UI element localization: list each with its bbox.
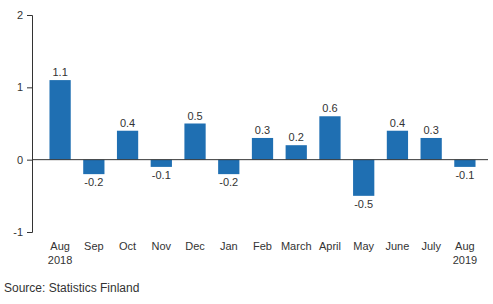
x-tick: April [319, 240, 341, 252]
x-tick-label: Aug2019 [453, 240, 477, 266]
x-tick-label: Nov [152, 240, 172, 252]
data-label: -0.1 [455, 169, 474, 181]
bar [49, 80, 70, 160]
x-tick: Aug2018 [48, 240, 72, 266]
y-tick-mark [27, 15, 32, 16]
x-tick-label: Aug2018 [48, 240, 72, 266]
chart: -1 0 1 2 1.1 -0.2 0.4 -0.1 0.5 -0.2 0.3 0.2 0.6 -0.5 0… [0, 0, 493, 304]
data-label: 0.3 [424, 124, 439, 136]
bar [454, 160, 475, 167]
data-label: -0.1 [152, 169, 171, 181]
data-label: -0.2 [84, 176, 103, 188]
x-tick: Aug2019 [453, 240, 477, 266]
bar [83, 160, 104, 174]
bar [218, 160, 239, 174]
bar [151, 160, 172, 167]
bar [387, 131, 408, 160]
y-tick-label: 2 [17, 9, 23, 21]
y-tick: 2 [17, 9, 32, 21]
data-label: 0.4 [390, 117, 405, 129]
bar [184, 124, 205, 160]
x-tick-label: April [319, 240, 341, 252]
x-tick: Nov [152, 240, 172, 252]
y-tick-mark [27, 160, 32, 161]
bar [117, 131, 138, 160]
x-tick-label: Jan [220, 240, 238, 252]
y-tick-label: 1 [17, 81, 23, 93]
bars [49, 80, 475, 196]
data-labels: 1.1 -0.2 0.4 -0.1 0.5 -0.2 0.3 0.2 0.6 -0.5 0.4 0.3… [52, 66, 474, 210]
x-tick-label: Sep [84, 240, 104, 252]
x-tick-label: Oct [119, 240, 136, 252]
data-label: -0.2 [219, 176, 238, 188]
x-tick-label: Dec [185, 240, 205, 252]
data-label: 0.5 [187, 110, 202, 122]
data-label: 0.6 [322, 102, 337, 114]
source: Source: Statistics Finland [4, 281, 139, 295]
x-tick: Sep [84, 240, 104, 252]
x-tick-label: July [421, 240, 441, 252]
bar [421, 138, 442, 160]
x-tick: Jan [220, 240, 238, 252]
x-tick-label: May [353, 240, 374, 252]
x-tick-label: Feb [253, 240, 272, 252]
x-tick-label: June [385, 240, 409, 252]
y-tick-mark [27, 87, 32, 88]
zero-line [32, 159, 488, 160]
bar [252, 138, 273, 160]
y-axis: -1 0 1 2 [13, 9, 32, 238]
y-tick-label: -1 [13, 226, 23, 238]
x-tick: May [353, 240, 374, 252]
data-label: 0.4 [120, 117, 135, 129]
x-tick: July [421, 240, 441, 252]
x-tick: Dec [185, 240, 205, 252]
y-tick: -1 [13, 226, 32, 238]
data-label: 1.1 [52, 66, 67, 78]
y-tick: 1 [17, 81, 32, 93]
x-tick-label: March [281, 240, 312, 252]
y-tick-label: 0 [17, 154, 23, 166]
y-tick: 0 [17, 154, 32, 166]
y-tick-mark [27, 232, 32, 233]
data-label: 0.3 [255, 124, 270, 136]
x-tick: Feb [253, 240, 272, 252]
x-tick: June [385, 240, 409, 252]
x-tick: Oct [119, 240, 136, 252]
data-label: 0.2 [289, 131, 304, 143]
data-label: -0.5 [354, 198, 373, 210]
x-tick: March [281, 240, 312, 252]
x-axis: Aug2018 Sep Oct Nov Dec Jan Feb March April May Ju… [48, 240, 477, 266]
bar [353, 160, 374, 196]
bar [286, 145, 307, 159]
bar [319, 116, 340, 159]
y-axis-line [27, 16, 33, 233]
